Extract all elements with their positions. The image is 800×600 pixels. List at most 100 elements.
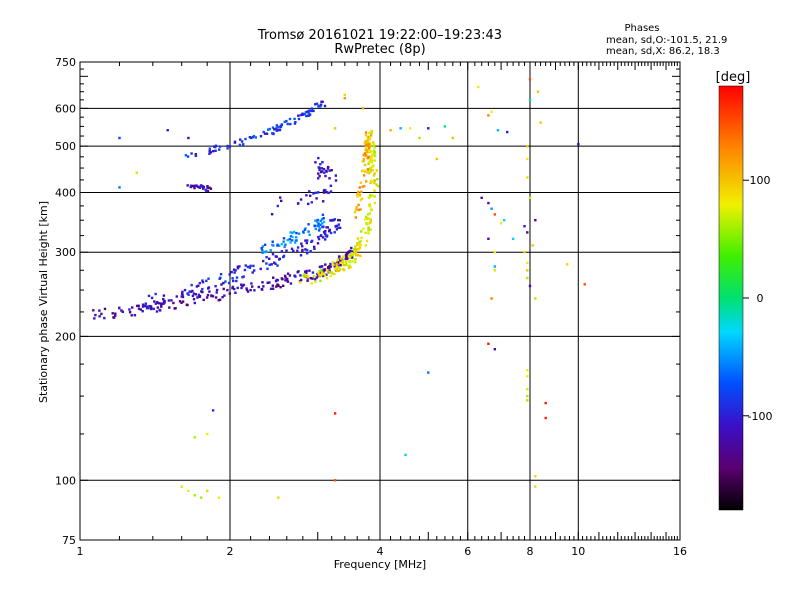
data-point (253, 289, 256, 292)
data-point (375, 183, 378, 186)
data-point (418, 136, 421, 140)
data-point (315, 197, 318, 200)
data-point (196, 296, 199, 299)
data-point (350, 254, 353, 257)
data-point (181, 292, 184, 295)
data-point (373, 153, 376, 157)
data-point (207, 277, 210, 280)
data-point (254, 136, 257, 139)
x-axis-label: Frequency [MHz] (334, 558, 426, 571)
data-point (337, 258, 341, 261)
data-point (364, 154, 368, 157)
data-point (350, 256, 353, 259)
data-point (289, 231, 292, 234)
data-point (293, 117, 296, 121)
data-point (305, 271, 308, 275)
data-point (288, 274, 292, 277)
data-point (319, 103, 323, 106)
data-point (534, 297, 537, 300)
data-point (133, 314, 137, 317)
data-point (337, 226, 340, 229)
data-point (361, 107, 365, 110)
data-point (114, 314, 117, 317)
data-point (309, 250, 312, 253)
data-point (372, 174, 376, 177)
data-point (354, 216, 357, 219)
data-point (334, 174, 337, 177)
data-point (324, 238, 327, 241)
data-point (128, 311, 132, 314)
data-point (147, 306, 150, 310)
data-point (286, 280, 290, 283)
data-point (348, 260, 352, 263)
data-point (358, 246, 361, 249)
data-point (506, 130, 509, 134)
data-point (192, 292, 196, 295)
data-point (314, 191, 317, 194)
data-point (389, 129, 392, 132)
data-point (98, 315, 101, 318)
data-point (333, 231, 336, 234)
data-point (299, 274, 302, 277)
data-point (330, 169, 333, 172)
data-point (253, 269, 256, 272)
data-point (336, 269, 339, 272)
data-point (147, 294, 151, 298)
data-point (289, 241, 292, 244)
chart-title: Tromsø 20161021 19:22:00–19:23:43 (257, 28, 502, 43)
data-point (363, 170, 367, 173)
data-point (118, 306, 121, 309)
data-point (310, 109, 313, 113)
data-point (351, 260, 354, 263)
data-point (320, 170, 323, 174)
data-point (170, 299, 173, 302)
data-point (289, 282, 293, 285)
data-point (214, 144, 218, 147)
data-point (201, 279, 204, 282)
data-point (347, 250, 351, 253)
data-point (356, 242, 359, 245)
x-tick-labels: 1 2 4 6 8 10 16 (77, 545, 688, 558)
x-tick-label: 6 (464, 545, 471, 558)
data-point (321, 225, 324, 229)
data-point (493, 269, 496, 272)
data-point (354, 252, 357, 255)
data-point (367, 162, 370, 166)
data-point (191, 294, 195, 298)
data-point (324, 174, 327, 178)
data-point (272, 132, 275, 136)
data-point (304, 239, 307, 242)
data-point (273, 128, 276, 131)
data-point (153, 300, 156, 303)
data-point (323, 274, 327, 277)
data-point (261, 245, 265, 248)
data-point (315, 276, 318, 279)
data-point (294, 121, 297, 124)
data-point (344, 260, 348, 263)
data-point (278, 128, 281, 132)
data-point (364, 133, 368, 137)
data-point (228, 292, 231, 295)
data-point (363, 163, 367, 167)
data-point (93, 317, 96, 320)
data-point (217, 299, 220, 302)
data-point (282, 240, 285, 243)
data-point (531, 244, 534, 247)
data-point (234, 269, 237, 272)
data-point (249, 288, 252, 292)
data-point (271, 284, 274, 287)
data-point (335, 224, 338, 228)
data-point (313, 245, 316, 249)
data-point (230, 270, 233, 274)
data-point (318, 273, 321, 276)
data-point (323, 268, 327, 271)
data-point (211, 295, 215, 298)
data-point (451, 136, 454, 140)
data-point (275, 127, 278, 130)
data-point (296, 202, 300, 205)
data-point (261, 288, 264, 291)
data-point (98, 309, 101, 312)
data-point (131, 306, 134, 309)
data-point (306, 248, 309, 252)
data-point (362, 227, 365, 231)
